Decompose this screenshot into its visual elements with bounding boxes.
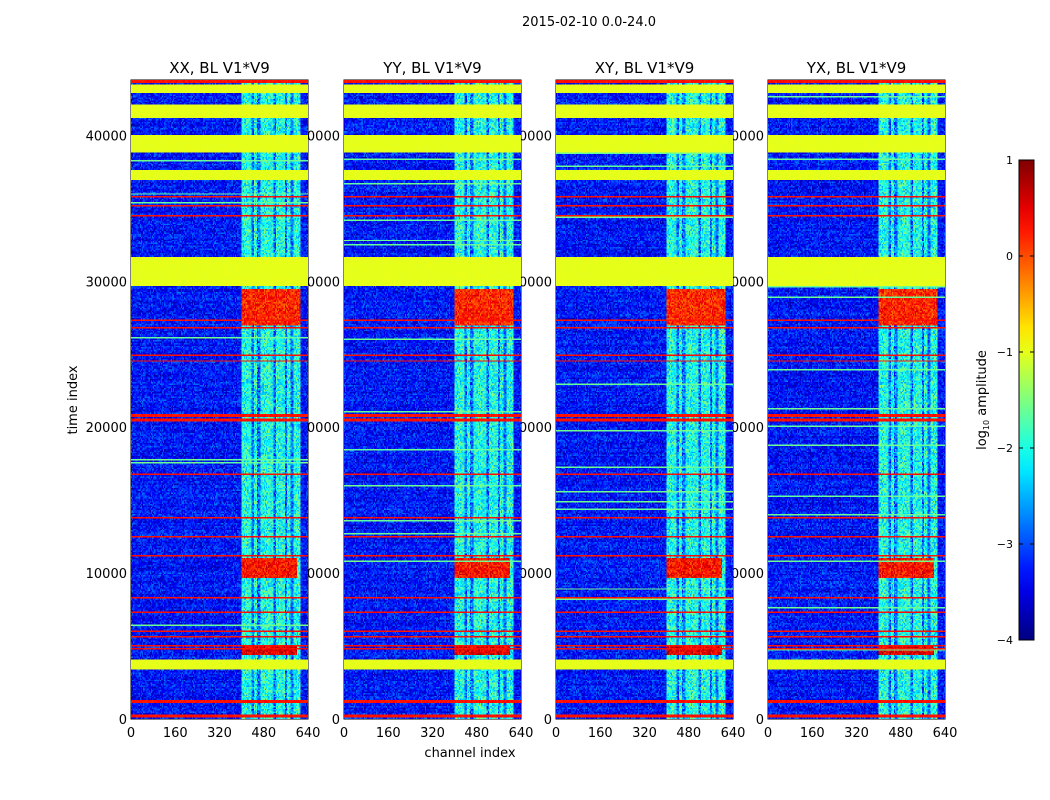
- y-tick-label: 30000: [299, 275, 340, 290]
- y-tick-label: 10000: [299, 567, 340, 582]
- x-tick-label: 320: [844, 726, 869, 741]
- x-axis-label: channel index: [424, 746, 515, 761]
- colorbar-tick-label: −2: [997, 442, 1013, 455]
- x-tick-label: 480: [676, 726, 701, 741]
- waterfall-heatmap-3: [556, 80, 733, 719]
- x-tick-label: 0: [552, 726, 560, 741]
- y-tick-label: 0: [332, 713, 340, 728]
- waterfall-heatmap-1: [131, 80, 308, 719]
- x-tick-label: 160: [588, 726, 613, 741]
- colorbar-tick-label: 1: [1006, 154, 1013, 167]
- x-tick-label: 0: [764, 726, 772, 741]
- waterfall-heatmap-2: [344, 80, 521, 719]
- panel-title-1: XX, BL V1*V9: [169, 59, 270, 77]
- x-tick-label: 0: [340, 726, 348, 741]
- x-tick-label: 160: [800, 726, 825, 741]
- colorbar: [1018, 159, 1035, 641]
- y-tick-label: 40000: [299, 129, 340, 144]
- x-tick-label: 160: [376, 726, 401, 741]
- panel-title-3: XY, BL V1*V9: [595, 59, 695, 77]
- y-tick-label: 0: [756, 713, 764, 728]
- x-tick-label: 480: [888, 726, 913, 741]
- x-tick-label: 160: [163, 726, 188, 741]
- y-tick-label: 20000: [86, 421, 127, 436]
- x-tick-label: 480: [251, 726, 276, 741]
- colorbar-tick-label: −1: [997, 346, 1013, 359]
- y-axis-label: time index: [66, 365, 81, 434]
- colorbar-label: log10 amplitude: [975, 350, 991, 450]
- x-tick-label: 0: [127, 726, 135, 741]
- figure-suptitle: 2015-02-10 0.0-24.0: [522, 15, 656, 30]
- y-tick-label: 30000: [86, 275, 127, 290]
- x-tick-label: 640: [933, 726, 958, 741]
- colorbar-tick-label: 0: [1006, 250, 1013, 263]
- x-tick-label: 320: [207, 726, 232, 741]
- y-tick-label: 40000: [86, 129, 127, 144]
- colorbar-tick-label: −4: [997, 634, 1013, 647]
- x-tick-label: 640: [509, 726, 534, 741]
- x-tick-label: 320: [420, 726, 445, 741]
- y-tick-label: 20000: [299, 421, 340, 436]
- x-tick-label: 640: [296, 726, 321, 741]
- colorbar-tick-label: −3: [997, 538, 1013, 551]
- y-tick-label: 0: [544, 713, 552, 728]
- x-tick-label: 480: [464, 726, 489, 741]
- panel-title-4: YX, BL V1*V9: [806, 59, 907, 77]
- x-tick-label: 320: [632, 726, 657, 741]
- waterfall-heatmap-4: [768, 80, 945, 719]
- y-tick-label: 0: [119, 713, 127, 728]
- panel-title-2: YY, BL V1*V9: [382, 59, 481, 77]
- y-tick-label: 10000: [86, 567, 127, 582]
- x-tick-label: 640: [721, 726, 746, 741]
